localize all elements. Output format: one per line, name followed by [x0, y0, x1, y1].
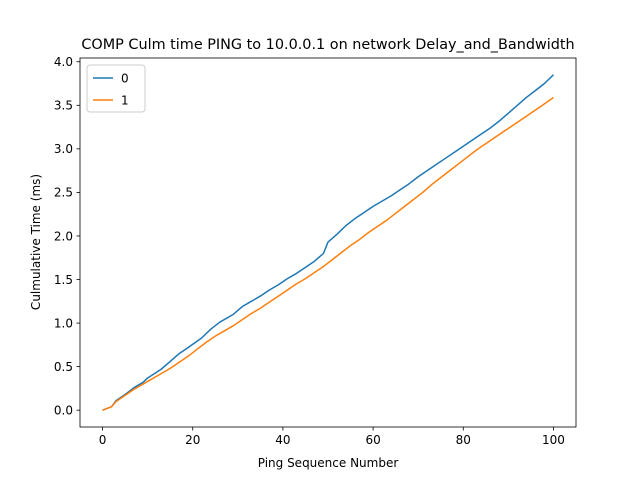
x-axis-label: Ping Sequence Number — [258, 456, 399, 470]
x-tick-label: 100 — [542, 433, 565, 447]
y-tick-label: 4.0 — [54, 55, 73, 69]
y-tick-label: 3.0 — [54, 142, 73, 156]
x-tick-label: 80 — [456, 433, 471, 447]
y-tick-label: 0.0 — [54, 403, 73, 417]
y-tick-label: 2.5 — [54, 186, 73, 200]
series-line-0 — [102, 74, 554, 411]
y-tick-label: 1.0 — [54, 316, 73, 330]
legend-label: 0 — [121, 71, 129, 85]
legend: 01 — [86, 64, 146, 113]
chart-title: COMP Culm time PING to 10.0.0.1 on netwo… — [81, 37, 574, 53]
series-line-1 — [102, 96, 554, 411]
y-axis-label: Culmulative Time (ms) — [29, 174, 43, 310]
y-tick-label: 3.5 — [54, 99, 73, 113]
y-tick-label: 1.5 — [54, 273, 73, 287]
y-tick-label: 2.0 — [54, 229, 73, 243]
x-tick-label: 20 — [185, 433, 200, 447]
legend-label: 1 — [121, 93, 129, 107]
y-tick-label: 0.5 — [54, 360, 73, 374]
plot-frame — [79, 57, 577, 428]
x-tick-label: 60 — [365, 433, 380, 447]
legend-box — [86, 64, 146, 113]
x-tick-label: 0 — [99, 433, 107, 447]
x-tick-label: 40 — [275, 433, 290, 447]
